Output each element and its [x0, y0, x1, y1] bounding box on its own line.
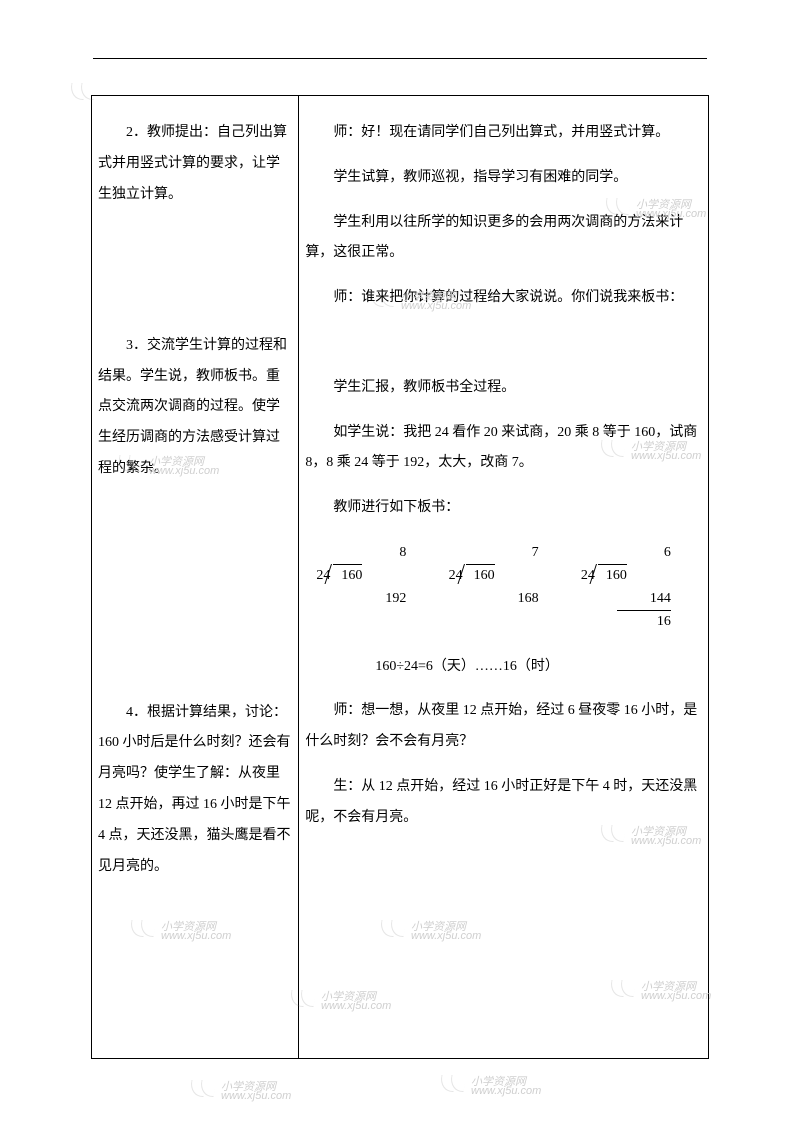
left-paragraph-1: 2．教师提出：自己列出算式并用竖式计算的要求，让学生独立计算。 — [98, 118, 292, 210]
right-paragraph-10: 生：从 12 点开始，经过 16 小时正好是下午 4 时，天还没黑呢，不会有月亮… — [305, 772, 702, 834]
division-row: 8 24 160 192 7 24 160 168 — [305, 538, 702, 638]
header-rule — [93, 58, 707, 59]
division-3: 6 24 160 144 16 — [581, 542, 691, 634]
right-paragraph-9: 师：想一想，从夜里 12 点开始，经过 6 昼夜零 16 小时，是什么时刻？会不… — [305, 696, 702, 758]
quotient: 7 — [449, 542, 559, 564]
left-paragraph-2: 3．交流学生计算的过程和结果。学生说，教师板书。重点交流两次调商的过程。使学生经… — [98, 331, 292, 485]
watermark-logo-icon — [440, 1075, 470, 1093]
watermark-url: www.xj5u.com — [221, 1090, 291, 1102]
left-column: 2．教师提出：自己列出算式并用竖式计算的要求，让学生独立计算。 3．交流学生计算… — [92, 96, 299, 1059]
remainder: 16 — [581, 611, 691, 633]
document-page: 2．教师提出：自己列出算式并用竖式计算的要求，让学生独立计算。 3．交流学生计算… — [0, 0, 800, 1132]
dividend: 160 — [598, 564, 627, 587]
division-1: 8 24 160 192 — [316, 542, 426, 634]
watermark-text: 小学资源网 — [471, 1073, 526, 1089]
watermark-text: 小学资源网 — [221, 1078, 276, 1094]
right-paragraph-4: 师：谁来把你计算的过程给大家说说。你们说我来板书： — [305, 283, 702, 314]
right-paragraph-3: 学生利用以往所学的知识更多的会用两次调商的方法来计算，这很正常。 — [305, 208, 702, 270]
division-line: 24 160 — [316, 564, 426, 587]
division-2: 7 24 160 168 — [449, 542, 559, 634]
division-line: 24 160 — [449, 564, 559, 587]
right-column: 师：好！现在请同学们自己列出算式，并用竖式计算。 学生试算，教师巡视，指导学习有… — [299, 96, 709, 1059]
division-line: 24 160 — [581, 564, 691, 587]
right-paragraph-5: 学生汇报，教师板书全过程。 — [305, 373, 702, 404]
watermark-logo-icon — [190, 1080, 220, 1098]
right-paragraph-1: 师：好！现在请同学们自己列出算式，并用竖式计算。 — [305, 118, 702, 149]
product: 144 — [581, 588, 691, 610]
product: 168 — [449, 588, 559, 610]
watermark-url: www.xj5u.com — [471, 1085, 541, 1097]
quotient: 6 — [581, 542, 691, 564]
right-paragraph-7: 教师进行如下板书： — [305, 493, 702, 524]
left-paragraph-3: 4．根据计算结果，讨论：160 小时后是什么时刻？还会有月亮吗？使学生了解：从夜… — [98, 698, 292, 883]
table-row: 2．教师提出：自己列出算式并用竖式计算的要求，让学生独立计算。 3．交流学生计算… — [92, 96, 709, 1059]
dividend: 160 — [333, 564, 362, 587]
quotient: 8 — [316, 542, 426, 564]
product: 192 — [316, 588, 426, 610]
right-paragraph-6: 如学生说：我把 24 看作 20 来试商，20 乘 8 等于 160，试商 8，… — [305, 418, 702, 480]
lesson-table: 2．教师提出：自己列出算式并用竖式计算的要求，让学生独立计算。 3．交流学生计算… — [91, 95, 709, 1059]
right-paragraph-8: 160÷24=6（天）……16（时） — [305, 652, 702, 683]
dividend: 160 — [466, 564, 495, 587]
right-paragraph-2: 学生试算，教师巡视，指导学习有困难的同学。 — [305, 163, 702, 194]
